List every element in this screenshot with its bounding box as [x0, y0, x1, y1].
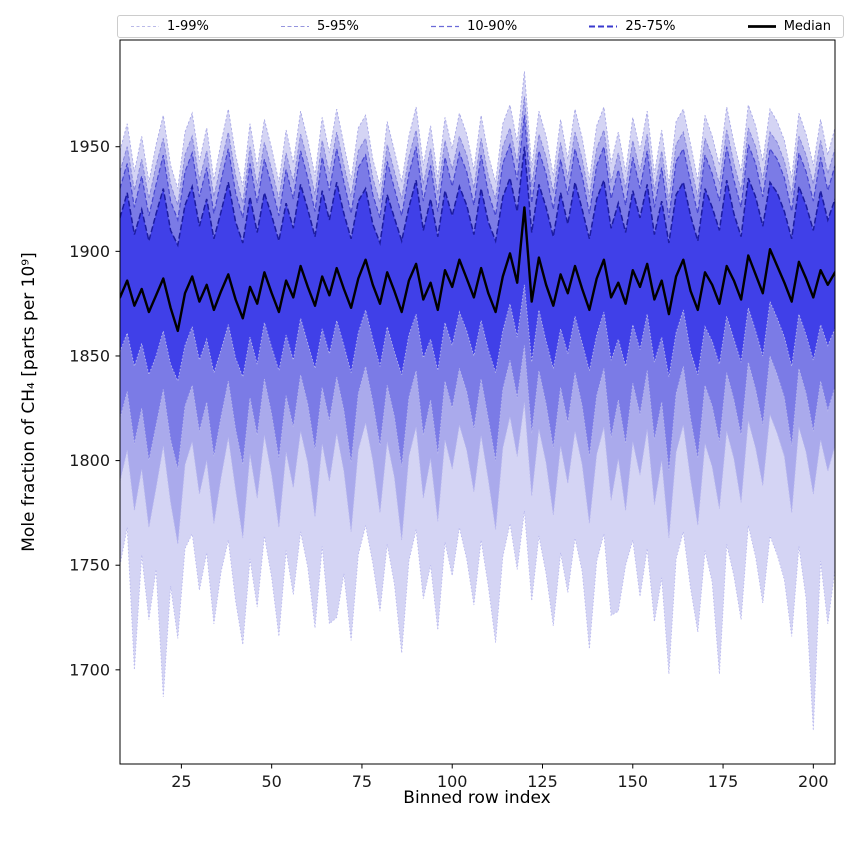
band-lower-edge-1-99% — [120, 510, 835, 731]
band-lower-edge-10-90% — [120, 345, 835, 472]
x-axis-title: Binned row index — [403, 788, 550, 808]
x-tick-label: 200 — [798, 772, 829, 791]
y-tick-label: 1900 — [69, 242, 110, 261]
legend-line-25-75% — [589, 25, 618, 28]
x-tick-label: 125 — [527, 772, 558, 791]
axes-layer: 25 50 75 100 125 150 175 200 1700 1750 1800 1850 190… — [69, 39, 836, 791]
band-lower-edge-5-95% — [120, 401, 835, 545]
legend-line-1-99% — [131, 26, 159, 27]
legend-item-Median: Median — [747, 19, 831, 34]
legend-item-5-95%: 5-95% — [280, 19, 359, 34]
x-tick-label: 75 — [352, 772, 372, 791]
legend-label: 5-95% — [317, 19, 359, 34]
band-upper-edge-5-95% — [120, 96, 835, 206]
band-fill-25-75% — [120, 146, 835, 382]
band-upper-edge-1-99% — [120, 71, 835, 189]
legend-label: 25-75% — [625, 19, 676, 34]
plot-border — [119, 39, 836, 765]
legend-label: Median — [783, 19, 831, 34]
x-tick-label: 50 — [261, 772, 281, 791]
y-tick-label: 1750 — [69, 556, 110, 575]
legend-label: 1-99% — [167, 19, 209, 34]
legend-label: 10-90% — [467, 19, 518, 34]
legend-line-10-90% — [431, 25, 460, 28]
bands-layer — [120, 71, 835, 731]
legend-line-Median — [747, 25, 776, 28]
x-tick-label: 150 — [618, 772, 649, 791]
legend: 1-99% 5-95% 10-90% 25-75% Median — [117, 15, 844, 38]
band-upper-edge-25-75% — [120, 146, 835, 248]
y-tick-label: 1700 — [69, 660, 110, 679]
x-tick-label: 25 — [171, 772, 191, 791]
legend-item-10-90%: 10-90% — [430, 19, 517, 34]
legend-item-1-99%: 1-99% — [130, 19, 209, 34]
band-lower-edge-25-75% — [120, 284, 835, 383]
x-tick-label: 100 — [437, 772, 468, 791]
y-tick-label: 1800 — [69, 451, 110, 470]
legend-line-5-95% — [281, 25, 310, 28]
y-axis-title: Mole fraction of CH₄ [parts per 10⁹] — [19, 252, 39, 552]
median-line — [120, 206, 835, 333]
y-tick-label: 1850 — [69, 346, 110, 365]
legend-item-25-75%: 25-75% — [588, 19, 676, 34]
band-upper-edge-10-90% — [120, 115, 835, 223]
y-tick-label: 1950 — [69, 137, 110, 156]
x-tick-label: 175 — [708, 772, 739, 791]
